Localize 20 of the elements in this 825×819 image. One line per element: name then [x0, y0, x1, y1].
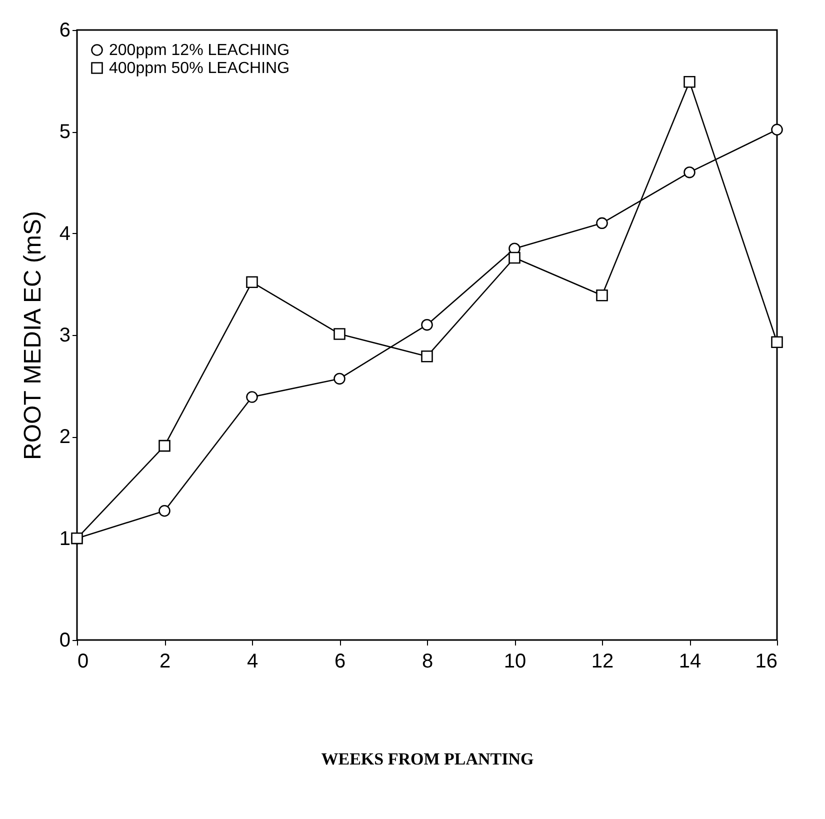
- x-tick-label: 12: [591, 650, 614, 672]
- y-tick-label: 5: [59, 121, 70, 144]
- y-tick-label: 4: [59, 222, 70, 245]
- y-tick-label: 2: [59, 426, 70, 448]
- x-tick-label: 14: [678, 650, 702, 672]
- legend-label: 200ppm 12% LEACHING: [109, 42, 290, 59]
- y-tick-label: 0: [59, 630, 70, 652]
- x-tick-label: 16: [755, 650, 778, 672]
- x-tick-label: 8: [422, 650, 434, 672]
- x-tick-label: 2: [159, 650, 171, 672]
- x-tick-label: 0: [78, 650, 89, 672]
- y-axis-title: ROOT MEDIA EC (mS): [19, 211, 46, 460]
- x-axis-title: WEEKS FROM PLANTING: [321, 750, 534, 768]
- x-tick-label: 10: [504, 650, 526, 672]
- y-tick-label: 3: [59, 324, 70, 346]
- y-tick-label: 6: [59, 20, 70, 42]
- x-tick-label: 4: [246, 650, 258, 672]
- y-tick-label: 1: [59, 528, 70, 550]
- x-tick-label: 6: [334, 650, 346, 672]
- legend-label: 400ppm 50% LEACHING: [109, 60, 290, 77]
